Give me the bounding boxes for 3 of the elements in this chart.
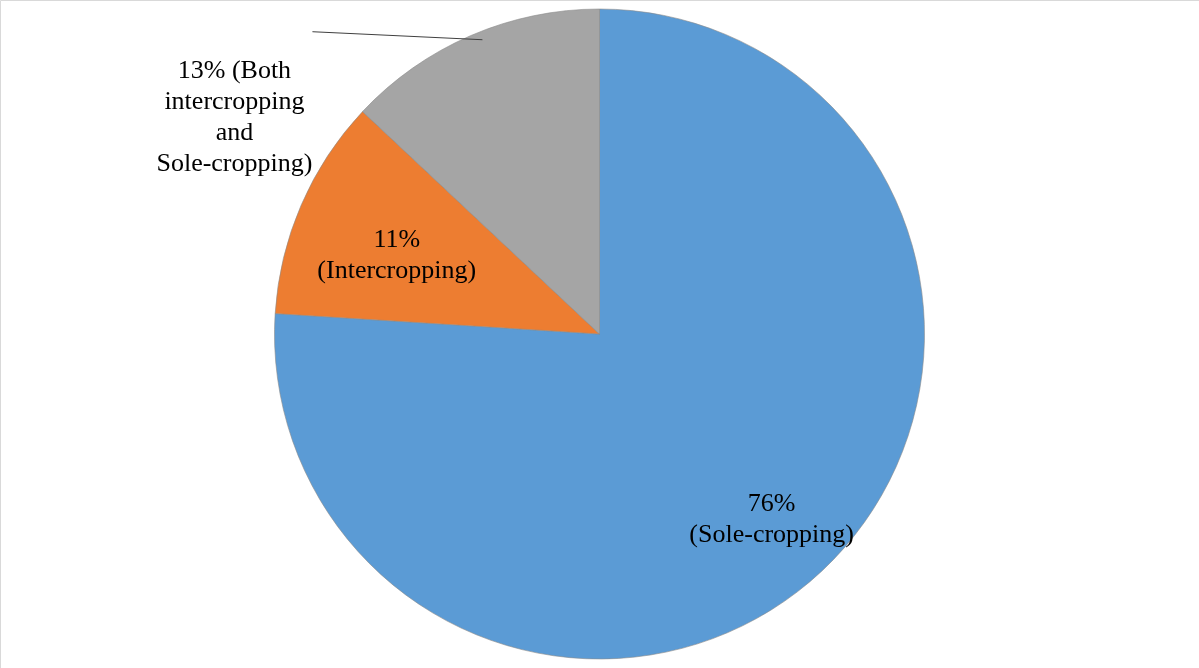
slice-label: 13% (Both intercropping and Sole-cropping)	[156, 55, 313, 178]
slice-label: 76% (Sole-cropping)	[689, 487, 854, 548]
slice-label: 11% (Intercropping)	[317, 224, 477, 285]
